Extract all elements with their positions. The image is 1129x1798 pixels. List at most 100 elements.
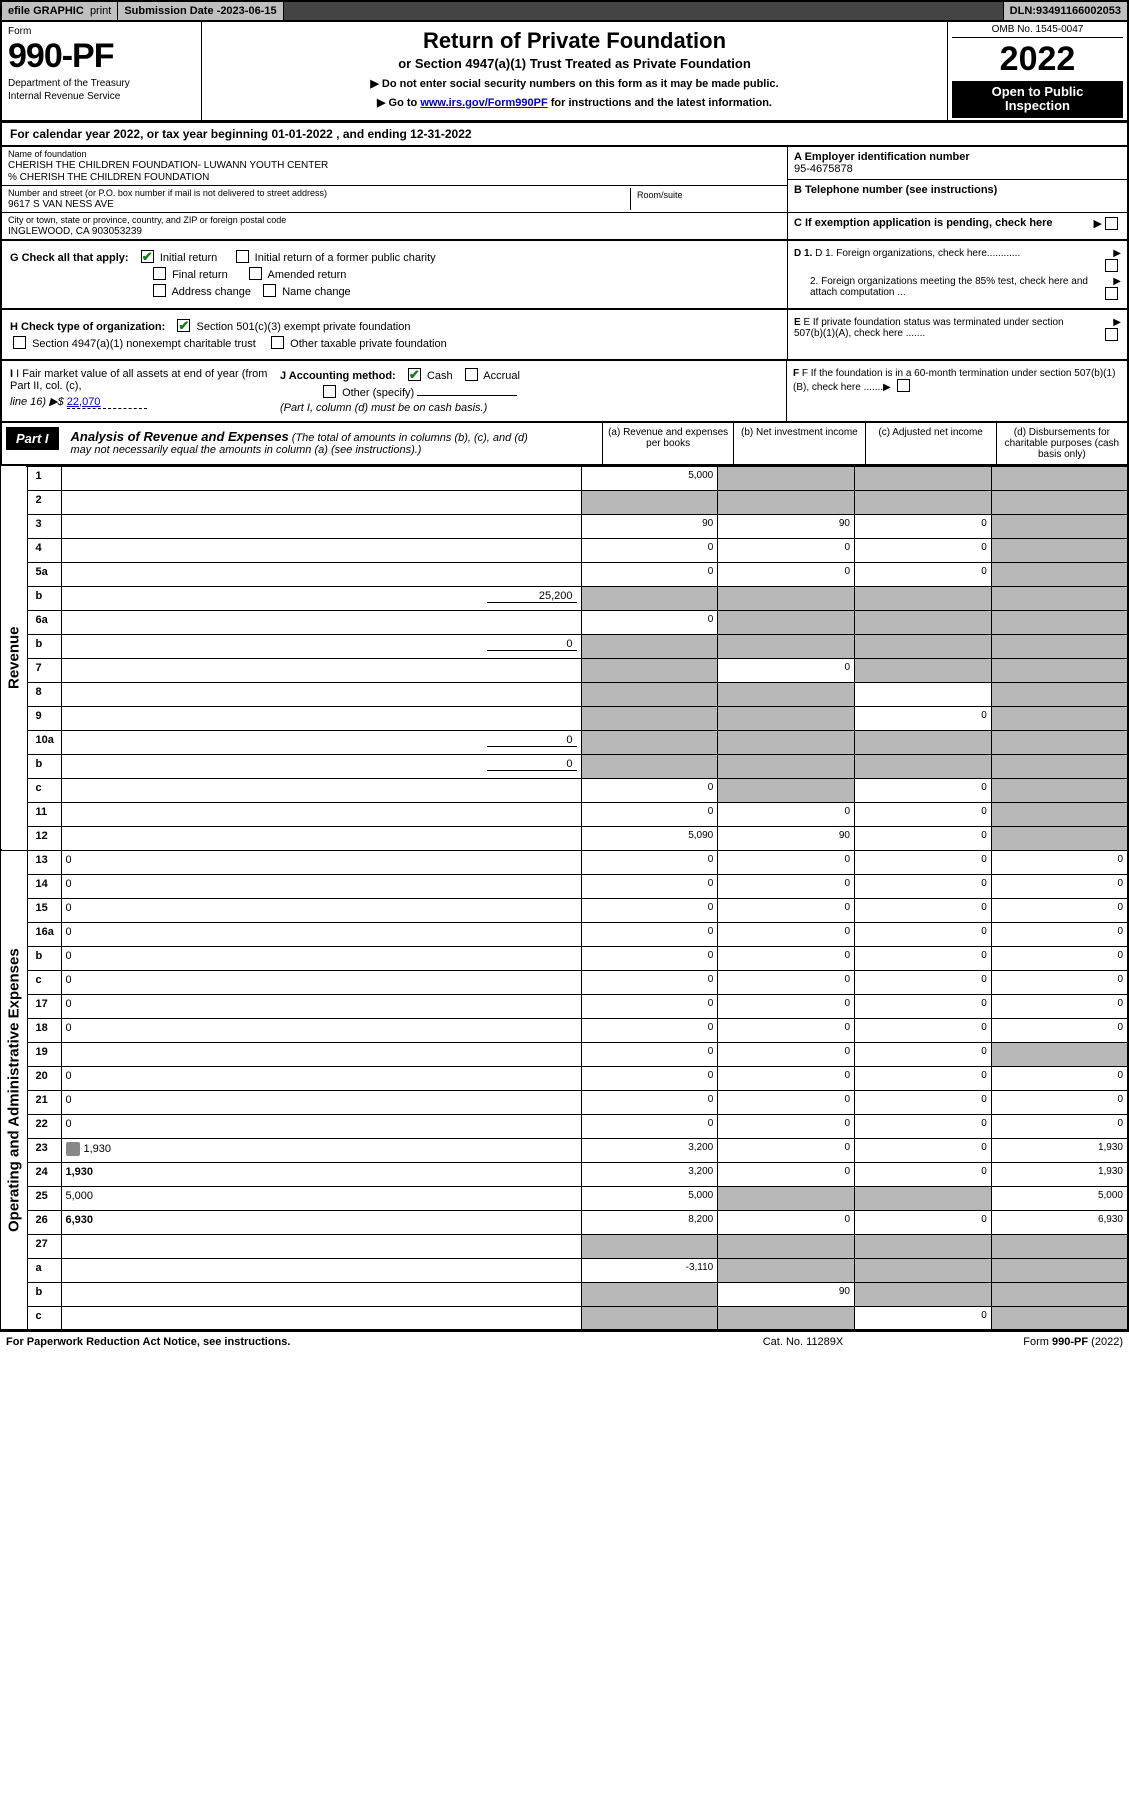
exemption-checkbox[interactable] bbox=[1105, 217, 1118, 230]
line-description: 1,930 bbox=[61, 1162, 581, 1186]
line-number: 3 bbox=[27, 514, 61, 538]
note-ssn: ▶ Do not enter social security numbers o… bbox=[212, 77, 937, 90]
cell-d bbox=[991, 682, 1128, 706]
cell-b: 90 bbox=[718, 826, 855, 850]
cell-c: 0 bbox=[855, 970, 992, 994]
cell-d bbox=[991, 826, 1128, 850]
line-description: 25,200 bbox=[61, 586, 581, 610]
table-row: c00000 bbox=[1, 970, 1128, 994]
accrual-checkbox[interactable] bbox=[465, 368, 478, 381]
cell-c: 0 bbox=[855, 826, 992, 850]
cell-a: 0 bbox=[581, 538, 718, 562]
table-row: 4000 bbox=[1, 538, 1128, 562]
cell-d bbox=[991, 706, 1128, 730]
cell-d bbox=[991, 1042, 1128, 1066]
cell-b: 90 bbox=[718, 1282, 855, 1306]
cell-c bbox=[855, 490, 992, 514]
name-change-checkbox[interactable] bbox=[263, 284, 276, 297]
cat-no: Cat. No. 11289X bbox=[703, 1336, 903, 1348]
cell-d: 5,000 bbox=[991, 1186, 1128, 1210]
d2-checkbox[interactable] bbox=[1105, 287, 1118, 300]
table-row: b0 bbox=[1, 754, 1128, 778]
other-taxable-checkbox[interactable] bbox=[271, 336, 284, 349]
cell-c: 0 bbox=[855, 994, 992, 1018]
initial-return-checkbox[interactable] bbox=[141, 250, 154, 263]
cell-c: 0 bbox=[855, 946, 992, 970]
cell-c bbox=[855, 658, 992, 682]
sec4947-checkbox[interactable] bbox=[13, 336, 26, 349]
line-number: b bbox=[27, 754, 61, 778]
line-description bbox=[61, 802, 581, 826]
cell-c bbox=[855, 754, 992, 778]
cell-c: 0 bbox=[855, 1306, 992, 1330]
final-return-checkbox[interactable] bbox=[153, 267, 166, 280]
part1-table: Revenue15,000239090040005a000b25,2006a0b… bbox=[0, 466, 1129, 1332]
cell-a bbox=[581, 1306, 718, 1330]
cell-c: 0 bbox=[855, 898, 992, 922]
table-row: 5a000 bbox=[1, 562, 1128, 586]
cell-a: 3,200 bbox=[581, 1138, 718, 1162]
cell-b: 0 bbox=[718, 1018, 855, 1042]
cell-a: 3,200 bbox=[581, 1162, 718, 1186]
form-number: 990-PF bbox=[8, 37, 195, 76]
table-row: 70 bbox=[1, 658, 1128, 682]
ein-row: A Employer identification number 95-4675… bbox=[788, 147, 1127, 180]
line-description bbox=[61, 1282, 581, 1306]
cell-b: 0 bbox=[718, 898, 855, 922]
cell-a bbox=[581, 754, 718, 778]
h-e-block: H Check type of organization: Section 50… bbox=[0, 310, 1129, 361]
cell-b: 0 bbox=[718, 850, 855, 874]
amended-return-checkbox[interactable] bbox=[249, 267, 262, 280]
cell-b: 0 bbox=[718, 922, 855, 946]
initial-former-checkbox[interactable] bbox=[236, 250, 249, 263]
calendar-year-row: For calendar year 2022, or tax year begi… bbox=[0, 122, 1129, 147]
phone-row: B Telephone number (see instructions) bbox=[788, 180, 1127, 213]
col-c-head: (c) Adjusted net income bbox=[865, 423, 996, 464]
irs-link[interactable]: www.irs.gov/Form990PF bbox=[420, 97, 547, 109]
line-description: 0 bbox=[61, 898, 581, 922]
entity-block: Name of foundation CHERISH THE CHILDREN … bbox=[0, 147, 1129, 241]
efile-prefix: efile bbox=[8, 5, 30, 17]
line-description: 0 bbox=[61, 850, 581, 874]
cell-c: 0 bbox=[855, 802, 992, 826]
cell-c bbox=[855, 682, 992, 706]
line-number: 1 bbox=[27, 466, 61, 490]
line-description: 1,930 bbox=[61, 1138, 581, 1162]
line-number: c bbox=[27, 778, 61, 802]
cell-d: 0 bbox=[991, 922, 1128, 946]
line-description: 0 bbox=[61, 1114, 581, 1138]
address-change-checkbox[interactable] bbox=[153, 284, 166, 297]
e-checkbox[interactable] bbox=[1105, 328, 1118, 341]
attachment-icon[interactable] bbox=[66, 1142, 80, 1156]
line-number: b bbox=[27, 634, 61, 658]
cell-b bbox=[718, 730, 855, 754]
table-row: 125,090900 bbox=[1, 826, 1128, 850]
cell-c: 0 bbox=[855, 778, 992, 802]
city-row: City or town, state or province, country… bbox=[2, 213, 787, 239]
f-checkbox[interactable] bbox=[897, 379, 910, 392]
cash-checkbox[interactable] bbox=[408, 368, 421, 381]
print-link[interactable]: print bbox=[90, 5, 111, 17]
cell-c: 0 bbox=[855, 1210, 992, 1234]
line-description bbox=[61, 466, 581, 490]
line-number: 4 bbox=[27, 538, 61, 562]
line-number: 14 bbox=[27, 874, 61, 898]
inline-value: 0 bbox=[487, 734, 577, 747]
line-number: 2 bbox=[27, 490, 61, 514]
line-description: 0 bbox=[61, 1090, 581, 1114]
cell-b bbox=[718, 778, 855, 802]
c3-checkbox[interactable] bbox=[177, 319, 190, 332]
table-row: 1700000 bbox=[1, 994, 1128, 1018]
d1-checkbox[interactable] bbox=[1105, 259, 1118, 272]
line-number: 24 bbox=[27, 1162, 61, 1186]
line-number: 22 bbox=[27, 1114, 61, 1138]
cell-b: 0 bbox=[718, 1090, 855, 1114]
inline-value: 0 bbox=[487, 758, 577, 771]
col-d-head: (d) Disbursements for charitable purpose… bbox=[996, 423, 1127, 464]
line-description: 0 bbox=[61, 970, 581, 994]
cell-d: 1,930 bbox=[991, 1138, 1128, 1162]
cell-b bbox=[718, 610, 855, 634]
arrow-icon: ▶ bbox=[1094, 217, 1102, 230]
cell-a: 0 bbox=[581, 970, 718, 994]
other-method-checkbox[interactable] bbox=[323, 385, 336, 398]
